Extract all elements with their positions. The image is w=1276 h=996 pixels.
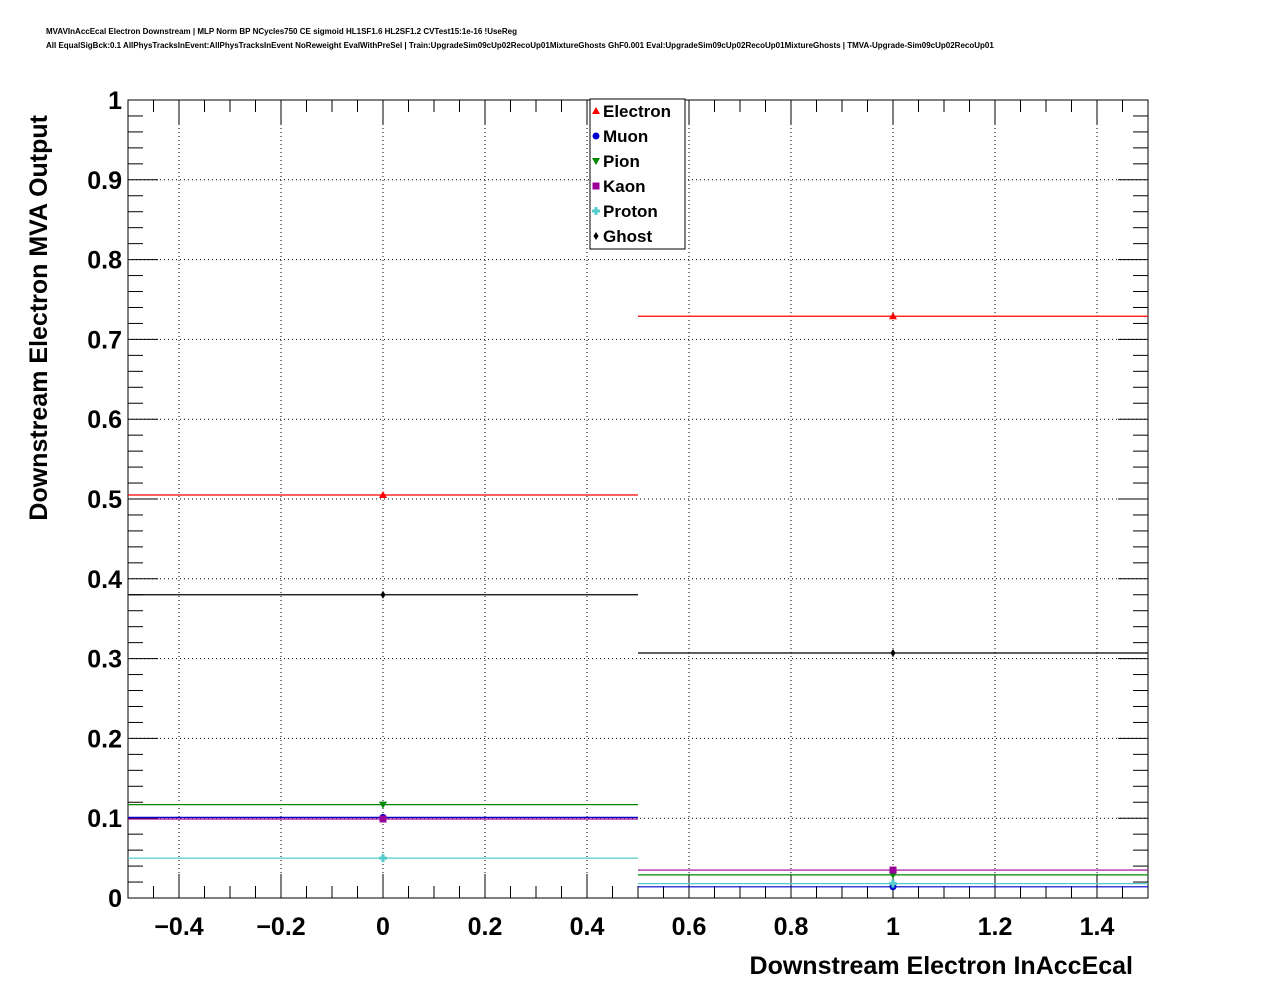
series-pion-point (379, 801, 387, 809)
legend-marker-ghost (593, 232, 599, 240)
y-tick-label: 0.4 (87, 566, 122, 594)
y-tick-label: 0.1 (87, 805, 122, 833)
y-axis-label: Downstream Electron MVA Output (25, 114, 53, 520)
legend-label-kaon: Kaon (603, 177, 646, 196)
x-tick-label: −0.4 (154, 913, 203, 941)
legend-label-muon: Muon (603, 127, 648, 146)
series-electron-point (889, 312, 897, 320)
legend-marker-muon (592, 132, 600, 140)
y-tick-label: 0.3 (87, 646, 122, 674)
x-tick-label: 0.2 (468, 913, 503, 941)
legend-label-ghost: Ghost (603, 227, 652, 246)
y-tick-label: 0.7 (87, 326, 122, 354)
y-tick-label: 0.2 (87, 725, 122, 753)
legend-label-pion: Pion (603, 152, 640, 171)
x-tick-label: −0.2 (256, 913, 305, 941)
legend-marker-kaon (592, 182, 600, 190)
x-tick-label: 1.2 (978, 913, 1013, 941)
legend-label-proton: Proton (603, 202, 658, 221)
legend-marker-proton (592, 207, 600, 215)
legend-marker-pion (592, 158, 600, 165)
series-proton-point (889, 879, 897, 888)
y-tick-label: 0 (108, 885, 122, 913)
x-tick-label: 0.4 (570, 913, 605, 941)
chart-title-line1: MVAVInAccEcal Electron Downstream | MLP … (46, 27, 517, 36)
y-tick-label: 0.5 (87, 486, 122, 514)
x-tick-label: 0.6 (672, 913, 707, 941)
x-tick-label: 0 (376, 913, 390, 941)
legend-label-electron: Electron (603, 102, 671, 121)
x-tick-label: 1.4 (1080, 913, 1115, 941)
series-electron-point (379, 491, 387, 499)
series-proton-point (379, 854, 387, 863)
y-tick-label: 0.8 (87, 247, 122, 275)
legend-marker-electron (592, 107, 600, 114)
y-tick-label: 0.6 (87, 406, 122, 434)
series-pion-point (889, 871, 897, 879)
x-tick-label: 1 (886, 913, 900, 941)
series-kaon-point (379, 815, 387, 823)
y-tick-label: 0.9 (87, 167, 122, 195)
x-axis-label: Downstream Electron InAccEcal (750, 952, 1133, 980)
legend-box (589, 98, 686, 250)
x-tick-label: 0.8 (774, 913, 809, 941)
y-tick-label: 1 (108, 87, 122, 115)
chart-title-line2: All EqualSigBck:0.1 AllPhysTracksInEvent… (46, 41, 994, 50)
series-ghost-point (380, 590, 386, 599)
series-ghost-point (890, 649, 896, 658)
series-kaon-point (889, 866, 897, 874)
